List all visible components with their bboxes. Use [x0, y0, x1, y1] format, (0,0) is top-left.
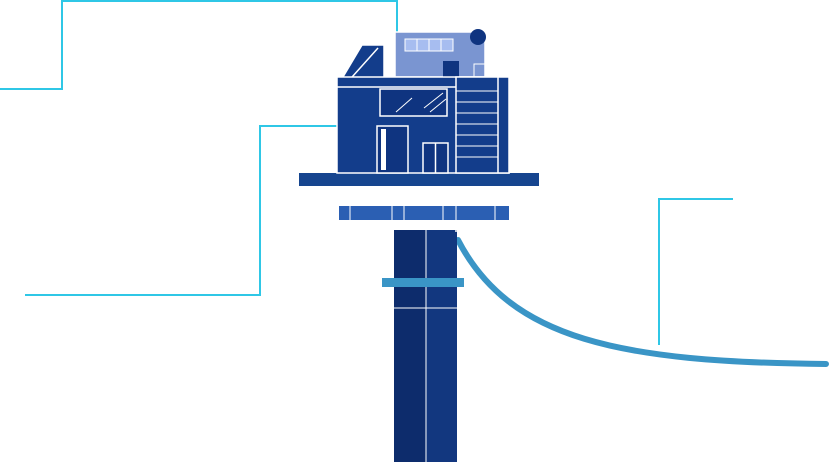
main-deck: [299, 173, 539, 186]
callout-line-top-left: [0, 0, 398, 90]
callout-line-right: [658, 198, 733, 345]
lower-deck: [339, 206, 509, 232]
rooftop-hatch: [443, 61, 459, 77]
pillar-band: [382, 278, 464, 287]
house-stair-tower: [455, 76, 510, 174]
support-pillar: [382, 230, 464, 462]
pillar-left-half: [394, 230, 426, 462]
rooftop-solar-panel: [404, 38, 454, 52]
rooftop-dome: [470, 29, 486, 45]
callout-lines: [0, 0, 733, 345]
platform-house: [335, 29, 510, 174]
house-window: [379, 88, 448, 117]
lower-deck-dividers: [349, 206, 496, 220]
callout-line-left: [25, 125, 338, 296]
seabed-cable: [455, 237, 829, 367]
lower-deck-slab: [339, 206, 509, 220]
pillar-right-half: [426, 230, 457, 462]
door-light: [381, 129, 386, 170]
